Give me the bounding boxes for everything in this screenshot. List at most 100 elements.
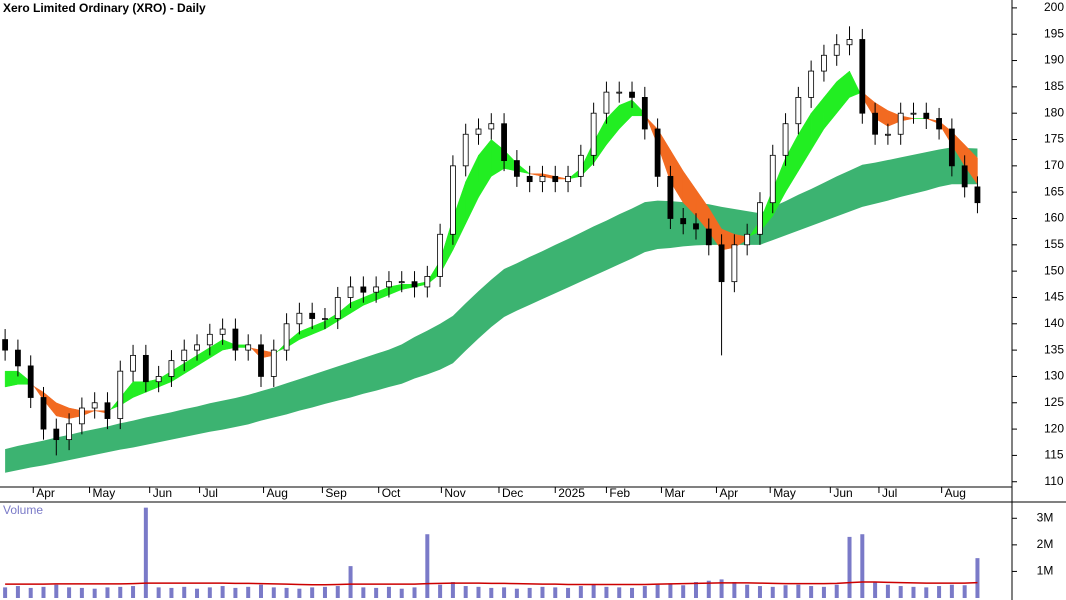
- candle-body: [283, 323, 290, 351]
- x-tick-label: Dec: [502, 486, 523, 500]
- candle-body: [373, 286, 380, 293]
- candle-body: [386, 281, 392, 288]
- candle-body: [744, 233, 751, 246]
- candle-body: [731, 244, 738, 283]
- candle-body: [769, 154, 776, 204]
- candle-body: [808, 70, 815, 98]
- volume-bar: [489, 587, 494, 598]
- volume-bar: [770, 586, 775, 598]
- volume-bar: [604, 586, 609, 598]
- volume-bar: [591, 584, 596, 598]
- candle-body: [629, 91, 635, 98]
- y-tick-label: 155: [1044, 237, 1064, 251]
- volume-bar: [732, 582, 737, 598]
- volume-bar: [975, 558, 980, 598]
- volume-bar: [693, 582, 698, 598]
- x-tick-label: Aug: [267, 486, 288, 500]
- candle-body: [78, 407, 85, 425]
- volume-bar: [540, 586, 545, 598]
- candle-body: [40, 397, 47, 430]
- candle-body: [718, 244, 725, 283]
- volume-bar: [67, 587, 72, 598]
- volume-bar: [79, 587, 84, 598]
- candle-body: [526, 175, 533, 183]
- candle-body: [142, 354, 149, 383]
- volume-bar: [630, 587, 635, 598]
- volume-bar: [719, 579, 724, 598]
- y-tick-label: 135: [1044, 342, 1064, 356]
- volume-bar: [233, 587, 238, 598]
- volume-bar: [885, 584, 890, 598]
- candle-body: [437, 233, 444, 277]
- short-term-band: [4, 370, 19, 388]
- y-tick-label: 185: [1044, 79, 1064, 93]
- volume-bar: [258, 584, 263, 598]
- volume-bar: [847, 536, 852, 598]
- candle-body: [296, 312, 303, 325]
- candle-body: [53, 428, 60, 441]
- candle-body: [450, 165, 456, 235]
- candle-body: [936, 118, 942, 130]
- candle-body: [757, 202, 763, 235]
- volume-bar: [220, 586, 225, 598]
- volume-bar: [937, 586, 942, 598]
- volume-bar: [271, 587, 276, 598]
- candle-body: [2, 339, 9, 351]
- x-tick-label: Jun: [153, 486, 172, 500]
- volume-bar: [617, 587, 622, 598]
- candle-body: [859, 39, 866, 114]
- volume-tick-label: 2M: [1037, 537, 1054, 551]
- volume-bar: [476, 586, 481, 598]
- candle-body: [27, 365, 34, 398]
- volume-bar: [143, 507, 148, 598]
- candle-body: [846, 39, 853, 46]
- volume-bar: [246, 586, 251, 598]
- volume-bar: [834, 584, 839, 598]
- candle-body: [565, 175, 571, 183]
- candle-body: [168, 360, 175, 377]
- candle-body: [923, 112, 930, 119]
- volume-label: Volume: [3, 503, 43, 517]
- candle-body: [795, 97, 802, 125]
- volume-bar: [655, 584, 660, 598]
- candle-body: [322, 318, 328, 320]
- volume-bar: [131, 586, 136, 598]
- candle-body: [155, 376, 162, 383]
- volume-bar: [450, 582, 455, 598]
- volume-bar: [668, 583, 673, 598]
- volume-bar: [898, 586, 903, 598]
- y-tick-label: 195: [1044, 26, 1064, 40]
- volume-bar: [41, 586, 46, 598]
- candle-body: [616, 91, 623, 94]
- volume-bar: [361, 587, 366, 598]
- volume-bar: [425, 534, 430, 598]
- volume-bar: [3, 587, 8, 598]
- x-tick-label: May: [773, 486, 796, 500]
- x-tick-label: Mar: [664, 486, 685, 500]
- candle-body: [872, 112, 879, 135]
- candle-body: [334, 297, 341, 319]
- volume-bar: [438, 584, 443, 598]
- x-tick-label: 2025: [558, 486, 585, 500]
- candle-body: [181, 349, 188, 362]
- candle-body: [488, 123, 495, 130]
- volume-bar: [463, 586, 468, 598]
- volume-bar: [757, 586, 762, 598]
- candle-body: [424, 276, 431, 288]
- x-tick-label: Apr: [719, 486, 738, 500]
- volume-bar: [399, 588, 404, 598]
- y-tick-label: 145: [1044, 290, 1064, 304]
- candle-body: [475, 128, 482, 135]
- x-tick-label: Aug: [945, 486, 966, 500]
- y-tick-label: 170: [1044, 158, 1064, 172]
- x-tick-label: Sep: [325, 486, 347, 500]
- y-tick-label: 130: [1044, 369, 1064, 383]
- volume-bar: [284, 587, 289, 598]
- y-tick-label: 165: [1044, 184, 1064, 198]
- y-tick-label: 120: [1044, 421, 1064, 435]
- volume-bar: [514, 588, 519, 598]
- candle-body: [577, 154, 584, 177]
- x-tick-label: Feb: [609, 486, 630, 500]
- volume-bar: [182, 586, 187, 598]
